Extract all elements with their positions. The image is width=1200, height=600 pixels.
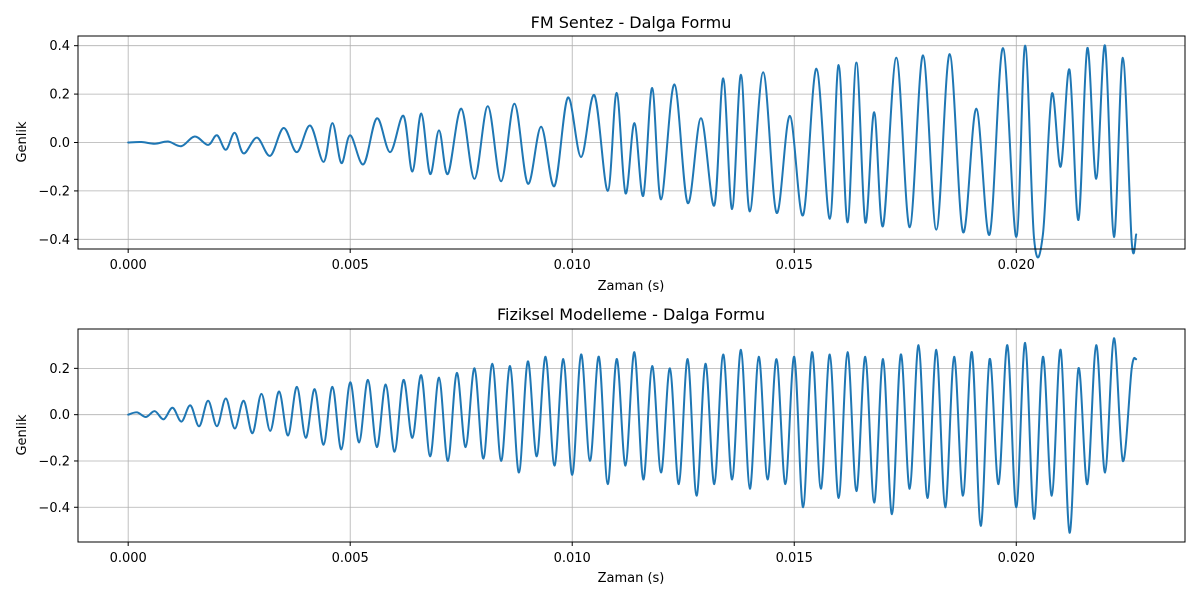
physical-modeling-subplot: Fiziksel Modelleme - Dalga Formu 0.000 0.…	[15, 305, 1186, 586]
physical-modeling-ytick-label: −0.2	[38, 454, 70, 469]
physical-modeling-ytick-label: 0.0	[49, 408, 70, 423]
fm-synthesis-waveform-line	[127, 44, 1138, 259]
physical-modeling-ytick-label: 0.2	[49, 362, 70, 377]
fm-synthesis-ticks: 0.000 0.005 0.010 0.015 0.020 −0.4 −0.2 0.0 0.2 0…	[38, 39, 1034, 273]
physical-modeling-xtick-label: 0.015	[776, 551, 813, 566]
fm-synthesis-xtick-label: 0.000	[110, 258, 147, 273]
fm-synthesis-ylabel: Genlik	[15, 121, 30, 163]
fm-synthesis-ytick-label: 0.4	[49, 39, 70, 54]
physical-modeling-ytick-label: −0.4	[38, 501, 70, 516]
fm-synthesis-ytick-label: 0.2	[49, 88, 70, 103]
fm-synthesis-xtick-label: 0.015	[776, 258, 813, 273]
physical-modeling-xtick-label: 0.020	[998, 551, 1035, 566]
physical-modeling-xtick-label: 0.010	[554, 551, 591, 566]
fm-synthesis-title: FM Sentez - Dalga Formu	[531, 13, 732, 32]
fm-synthesis-ytick-label: 0.0	[49, 136, 70, 151]
fm-synthesis-xtick-label: 0.020	[998, 258, 1035, 273]
fm-synthesis-ytick-label: −0.2	[38, 184, 70, 199]
physical-modeling-waveform-line	[127, 337, 1138, 534]
physical-modeling-xtick-label: 0.000	[110, 551, 147, 566]
fm-synthesis-subplot: FM Sentez - Dalga Formu 0.000 0.005 0.010 0…	[15, 13, 1186, 294]
fm-synthesis-xtick-label: 0.010	[554, 258, 591, 273]
fm-synthesis-ytick-label: −0.4	[38, 233, 70, 248]
physical-modeling-ylabel: Genlik	[15, 414, 30, 456]
physical-modeling-title: Fiziksel Modelleme - Dalga Formu	[497, 305, 765, 324]
fm-synthesis-xlabel: Zaman (s)	[598, 279, 665, 294]
fm-synthesis-xtick-label: 0.005	[332, 258, 369, 273]
physical-modeling-xlabel: Zaman (s)	[598, 571, 665, 586]
physical-modeling-xtick-label: 0.005	[332, 551, 369, 566]
physical-modeling-ticks: 0.000 0.005 0.010 0.015 0.020 −0.4 −0.2 0.0 0.2	[38, 362, 1034, 566]
physical-modeling-axes-frame	[77, 328, 1186, 543]
